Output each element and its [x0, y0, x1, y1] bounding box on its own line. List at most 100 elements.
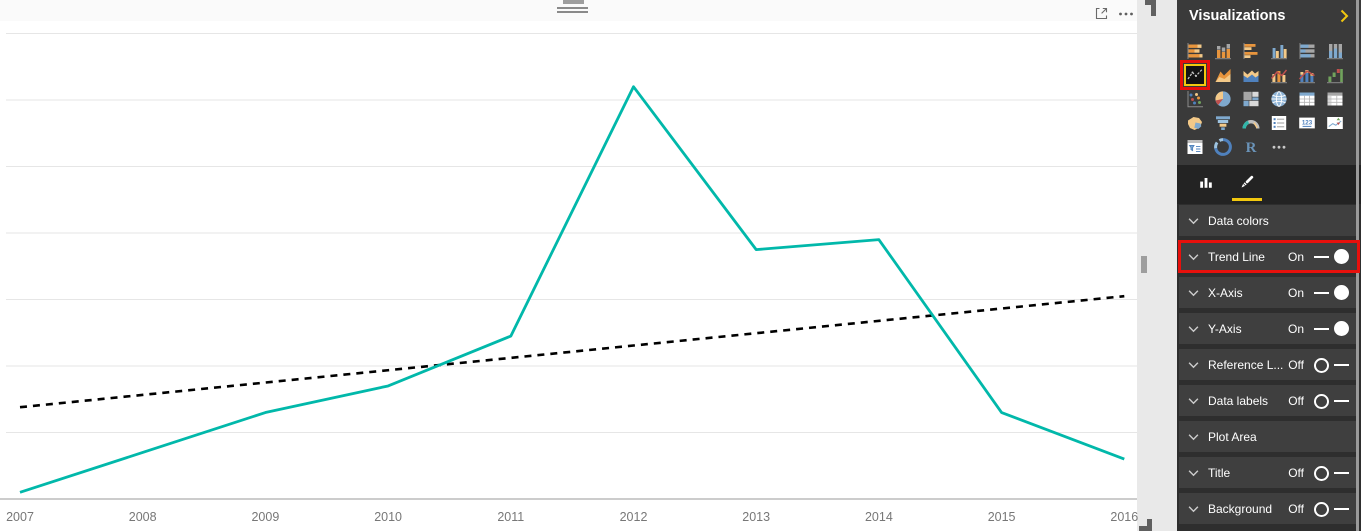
- format-section-reference-l[interactable]: Reference L... Off: [1179, 349, 1359, 380]
- card-icon[interactable]: 123: [1298, 114, 1316, 132]
- visualizations-pane: Visualizations 123 R Data colors Trend Lin…: [1177, 0, 1361, 531]
- format-section-trend-line[interactable]: Trend Line On: [1178, 240, 1360, 273]
- reference-l-toggle[interactable]: [1313, 356, 1350, 373]
- matrix-icon[interactable]: [1326, 90, 1344, 108]
- y-axis-toggle[interactable]: [1313, 320, 1350, 337]
- bar-chart-icon: [1198, 174, 1214, 195]
- funnel-icon[interactable]: [1214, 114, 1232, 132]
- stacked-area-chart-icon[interactable]: [1242, 66, 1260, 84]
- x-axis-tick-label: 2014: [865, 510, 893, 524]
- visual-drag-handle-top[interactable]: [563, 0, 584, 4]
- chevron-down-icon[interactable]: [1188, 469, 1199, 477]
- donut-chart-icon[interactable]: [1214, 138, 1232, 156]
- more-options-icon[interactable]: [1270, 138, 1288, 156]
- scatter-chart-icon[interactable]: [1186, 90, 1204, 108]
- pie-chart-icon[interactable]: [1214, 90, 1232, 108]
- format-section-y-axis[interactable]: Y-Axis On: [1179, 313, 1359, 344]
- section-state: Off: [1288, 357, 1304, 372]
- stacked-bar-chart-icon[interactable]: [1186, 42, 1204, 60]
- chevron-down-icon[interactable]: [1188, 325, 1199, 333]
- format-section-background[interactable]: Background Off: [1179, 493, 1359, 524]
- waterfall-chart-icon[interactable]: [1326, 66, 1344, 84]
- section-label: Plot Area: [1208, 429, 1257, 444]
- line-and-clustered-column-chart-icon[interactable]: [1270, 66, 1288, 84]
- title-toggle[interactable]: [1313, 464, 1350, 481]
- line-chart-visual[interactable]: 2007 2008 2009 2010 2011 2012 2013 2014 2015 2016: [0, 0, 1156, 531]
- visual-resize-handle-top-right[interactable]: [1145, 0, 1156, 16]
- format-section-data-labels[interactable]: Data labels Off: [1179, 385, 1359, 416]
- stacked-column-chart-icon[interactable]: [1214, 42, 1232, 60]
- section-label: Data labels: [1208, 393, 1269, 408]
- chevron-down-icon[interactable]: [1188, 433, 1199, 441]
- x-axis-tick-label: 2007: [6, 510, 34, 524]
- tab-fields[interactable]: [1189, 165, 1223, 204]
- line-and-stacked-column-chart-icon[interactable]: [1298, 66, 1316, 84]
- paintbrush-icon: [1238, 173, 1256, 196]
- pane-title: Visualizations: [1189, 8, 1286, 24]
- clustered-column-chart-icon[interactable]: [1270, 42, 1288, 60]
- chevron-down-icon[interactable]: [1188, 397, 1199, 405]
- visual-top-strip: [0, 0, 1137, 21]
- format-sections: Data colors Trend Line On X-Axis On Y-Axis On R…: [1177, 204, 1361, 524]
- visual-resize-handle-bottom-right[interactable]: [1139, 519, 1152, 531]
- section-label: X-Axis: [1208, 285, 1243, 300]
- section-state: On: [1287, 249, 1304, 264]
- trend-line-toggle[interactable]: [1313, 248, 1350, 265]
- visualizations-pane-header: Visualizations: [1177, 0, 1361, 32]
- line-chart-icon[interactable]: [1180, 60, 1210, 90]
- visualization-gallery: 123 R: [1177, 32, 1361, 165]
- area-chart-icon[interactable]: [1214, 66, 1232, 84]
- format-section-data-colors[interactable]: Data colors: [1179, 205, 1359, 236]
- hundred-stacked-column-chart-icon[interactable]: [1326, 42, 1344, 60]
- map-icon[interactable]: [1270, 90, 1288, 108]
- format-section-x-axis[interactable]: X-Axis On: [1179, 277, 1359, 308]
- chevron-down-icon[interactable]: [1188, 253, 1199, 261]
- chevron-down-icon[interactable]: [1188, 505, 1199, 513]
- format-section-plot-area[interactable]: Plot Area: [1179, 421, 1359, 452]
- visual-grip-icon[interactable]: [557, 7, 588, 15]
- series-line: [19, 85, 1125, 494]
- data-labels-toggle[interactable]: [1313, 392, 1350, 409]
- section-label: Reference L...: [1208, 357, 1284, 372]
- svg-text:123: 123: [1302, 120, 1313, 127]
- x-axis-tick-label: 2010: [374, 510, 402, 524]
- x-axis-tick-label: 2009: [251, 510, 279, 524]
- x-axis-tick-label: 2012: [620, 510, 648, 524]
- filled-map-icon[interactable]: [1186, 114, 1204, 132]
- chevron-right-icon[interactable]: [1340, 9, 1349, 23]
- x-axis-toggle[interactable]: [1313, 284, 1350, 301]
- section-label: Title: [1208, 465, 1231, 480]
- x-axis-tick-label: 2016: [1110, 510, 1138, 524]
- x-axis-tick-label: 2008: [129, 510, 157, 524]
- focus-mode-icon[interactable]: [1092, 4, 1110, 22]
- clustered-bar-chart-icon[interactable]: [1242, 42, 1260, 60]
- chevron-down-icon[interactable]: [1188, 361, 1199, 369]
- pane-tabs: [1177, 165, 1361, 204]
- section-label: Background: [1208, 501, 1273, 516]
- treemap-icon[interactable]: [1242, 90, 1260, 108]
- background-toggle[interactable]: [1313, 500, 1350, 517]
- slicer-icon[interactable]: [1186, 138, 1204, 156]
- more-options-icon[interactable]: [1117, 4, 1135, 22]
- x-axis-tick-label: 2013: [742, 510, 770, 524]
- tab-format[interactable]: [1229, 165, 1265, 204]
- chevron-down-icon[interactable]: [1188, 289, 1199, 297]
- table-icon[interactable]: [1298, 90, 1316, 108]
- x-axis-tick-label: 2015: [988, 510, 1016, 524]
- section-state: Off: [1288, 393, 1304, 408]
- kpi-icon[interactable]: [1326, 114, 1344, 132]
- multi-row-card-icon[interactable]: [1270, 114, 1288, 132]
- section-state: Off: [1288, 465, 1304, 480]
- r-script-visual-icon[interactable]: R: [1242, 138, 1260, 156]
- section-label: Trend Line: [1208, 249, 1265, 264]
- line-chart-plot: 2007 2008 2009 2010 2011 2012 2013 2014 2015 2016: [0, 33, 1138, 524]
- format-section-title[interactable]: Title Off: [1179, 457, 1359, 488]
- visual-resize-handle-right[interactable]: [1141, 256, 1147, 273]
- chevron-down-icon[interactable]: [1188, 217, 1199, 225]
- gauge-icon[interactable]: [1242, 114, 1260, 132]
- x-axis-tick-label: 2011: [497, 510, 524, 524]
- hundred-stacked-bar-chart-icon[interactable]: [1298, 42, 1316, 60]
- section-label: Data colors: [1208, 213, 1269, 228]
- svg-text:R: R: [1246, 140, 1257, 156]
